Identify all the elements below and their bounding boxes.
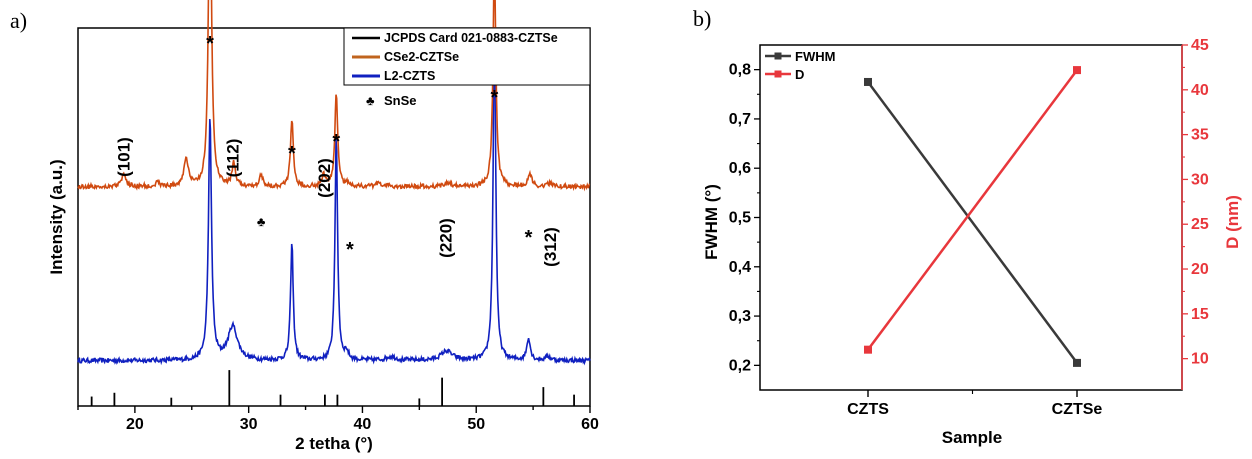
- xrd-x-tick-label: 40: [354, 416, 372, 433]
- d-tick-label: 20: [1191, 261, 1209, 278]
- miller-index-label: (101): [115, 137, 134, 177]
- xrd-x-tick-label: 30: [240, 416, 258, 433]
- d-tick-label: 10: [1191, 351, 1209, 368]
- panel-b-label: b): [693, 6, 711, 31]
- xrd-x-tick-label: 50: [467, 416, 485, 433]
- legend-marker-d: [774, 70, 782, 78]
- xrd-plot-frame: [77, 27, 591, 407]
- xrd-chart: 20 30 40 50 60 (101) (112) (202) (220) (312) * * * *…: [47, 0, 599, 453]
- sample-x-axis: CZTS CZTSe: [847, 390, 1102, 418]
- fwhm-axis-label: FWHM (°): [702, 184, 721, 260]
- d-tick-label: 45: [1191, 37, 1209, 54]
- czts-peak-star-marker: *: [206, 33, 214, 55]
- xrd-legend-box: [343, 27, 591, 86]
- fwhm-tick-label: 0,6: [729, 160, 751, 177]
- snse-legend-symbol: ♣: [366, 93, 375, 108]
- sample-tick-label: CZTS: [847, 401, 889, 418]
- legend-label-fwhm: FWHM: [795, 49, 835, 64]
- legend-marker-fwhm: [774, 52, 782, 60]
- czts-peak-star-marker: *: [491, 87, 499, 109]
- fwhm-tick-label: 0,2: [729, 357, 751, 374]
- czts-peak-star-marker: *: [525, 227, 533, 249]
- xrd-x-axis: 20 30 40 50 60: [77, 406, 599, 433]
- fwhm-tick-label: 0,4: [729, 259, 751, 276]
- fwhm-point-cztse: [1073, 358, 1081, 367]
- fwhm-d-series: [864, 66, 1081, 367]
- legend-label-jcpds: JCPDS Card 021-0883-CZTSe: [384, 31, 558, 45]
- l2-czts-series: [77, 30, 591, 366]
- fwhm-series-line: [866, 81, 1079, 364]
- fwhm-legend: FWHM D: [765, 49, 835, 82]
- miller-index-label: (312): [541, 227, 560, 267]
- xrd-legend: JCPDS Card 021-0883-CZTSe CSe2-CZTSe L2-…: [343, 27, 591, 86]
- d-point-czts: [864, 345, 872, 354]
- czts-peak-star-marker: *: [288, 143, 296, 165]
- miller-index-label: (220): [437, 218, 456, 258]
- czts-peak-star-marker: *: [332, 131, 340, 153]
- xrd-x-tick-label: 20: [126, 416, 144, 433]
- xrd-x-axis-label: 2 tetha (°): [295, 434, 373, 453]
- xrd-annotations: (101) (112) (202) (220) (312) * * * * * * ♣: [115, 33, 561, 267]
- d-tick-label: 15: [1191, 306, 1209, 323]
- fwhm-point-czts: [864, 77, 872, 86]
- czts-peak-star-marker: *: [346, 239, 354, 261]
- miller-index-label: (202): [315, 158, 334, 198]
- fwhm-crystallite-chart: 0,2 0,3 0,4 0,5 0,6 0,7 0,8 10 15 20 25 30 35 40 45 C…: [702, 37, 1242, 447]
- fwhm-plot-frame: [759, 44, 1183, 391]
- jcpds-reference-sticks: [90, 370, 575, 406]
- fwhm-tick-label: 0,3: [729, 308, 751, 325]
- sample-tick-label: CZTSe: [1052, 401, 1103, 418]
- miller-index-label: (112): [224, 139, 243, 178]
- d-tick-label: 40: [1191, 82, 1209, 99]
- d-right-axis: 10 15 20 25 30 35 40 45: [1182, 37, 1209, 368]
- d-axis-label: D (nm): [1223, 195, 1242, 249]
- legend-label-d: D: [795, 67, 804, 82]
- snse-legend-label: SnSe: [384, 93, 417, 108]
- d-point-cztse: [1073, 66, 1081, 75]
- xrd-y-axis-label: Intensity (a.u.): [47, 159, 66, 274]
- sample-axis-label: Sample: [942, 428, 1002, 447]
- d-series-line: [866, 69, 1079, 351]
- legend-label-cse2: CSe2-CZTSe: [384, 50, 459, 64]
- legend-label-l2: L2-CZTS: [384, 69, 435, 83]
- d-tick-label: 35: [1191, 127, 1209, 144]
- fwhm-tick-label: 0,8: [729, 62, 751, 79]
- xrd-x-tick-label: 60: [581, 416, 599, 433]
- fwhm-left-axis: 0,2 0,3 0,4 0,5 0,6 0,7 0,8: [729, 62, 760, 374]
- fwhm-tick-label: 0,7: [729, 111, 751, 128]
- d-tick-label: 30: [1191, 171, 1209, 188]
- snse-legend: ♣ SnSe: [366, 93, 417, 108]
- snse-peak-marker: ♣: [257, 214, 266, 229]
- panel-a-label: a): [10, 8, 27, 33]
- cse2-cztse-series: [77, 0, 591, 192]
- fwhm-tick-label: 0,5: [729, 210, 751, 227]
- d-tick-label: 25: [1191, 216, 1209, 233]
